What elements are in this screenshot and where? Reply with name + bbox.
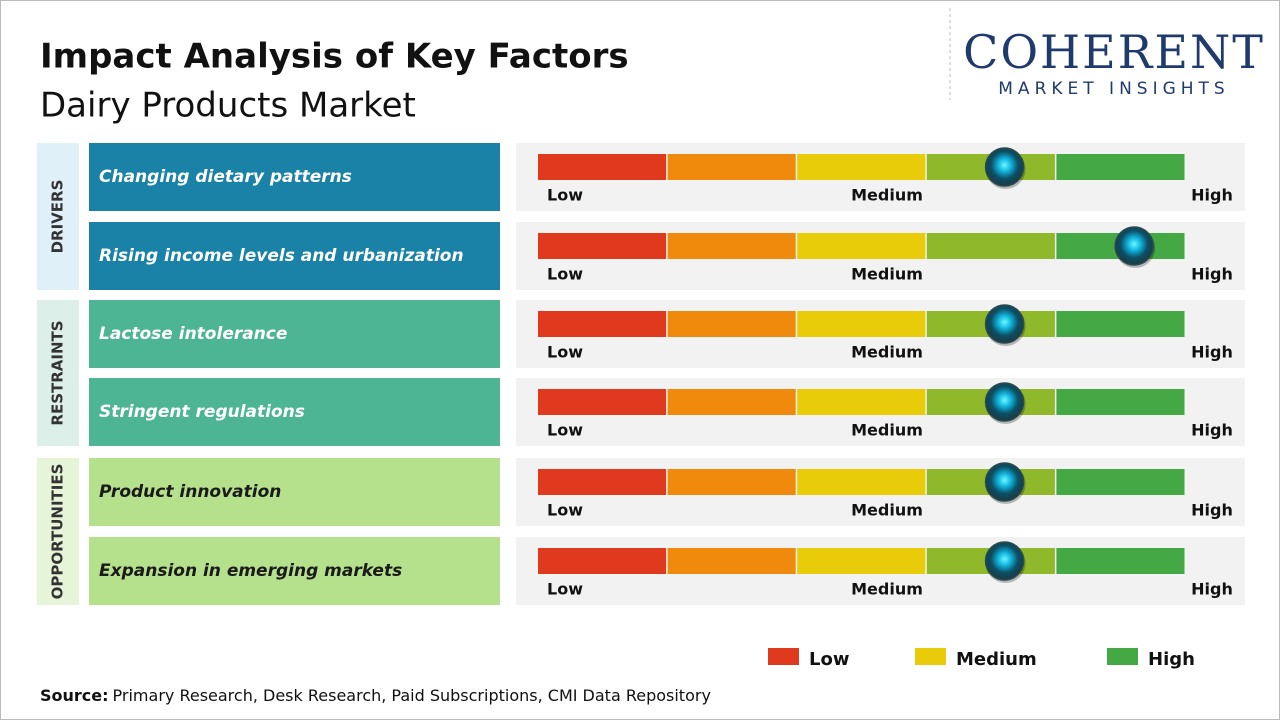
scale-label: Medium	[851, 421, 923, 440]
factor-box	[89, 458, 500, 526]
knob	[984, 462, 1025, 502]
meter-segment	[667, 233, 796, 259]
knob	[984, 541, 1025, 581]
meter-segment	[538, 311, 667, 337]
meter-segment	[538, 389, 667, 415]
title: Impact Analysis of Key Factors	[40, 37, 629, 77]
factor-box	[89, 300, 500, 368]
subtitle: Dairy Products Market	[40, 86, 416, 126]
meter-segment	[667, 154, 796, 180]
factor-box	[89, 222, 500, 290]
scale-label: High	[1191, 265, 1233, 284]
meter-segment	[538, 469, 667, 495]
impact-knob	[984, 382, 1026, 424]
scale-label: Medium	[851, 501, 923, 520]
legend-label: Low	[809, 649, 849, 670]
meter-segment	[538, 548, 667, 574]
meter-segment	[797, 469, 926, 495]
group-label: RESTRAINTS	[49, 320, 67, 425]
scale-label: High	[1191, 421, 1233, 440]
factor-label: Lactose intolerance	[99, 324, 287, 344]
source-text: Primary Research, Desk Research, Paid Su…	[113, 686, 711, 705]
meter-segment	[1056, 389, 1185, 415]
logo-tagline: MARKET INSIGHTS	[998, 79, 1229, 99]
meter-segment	[1056, 548, 1185, 574]
factor-label: Stringent regulations	[99, 402, 305, 422]
logo-name: COHERENT	[963, 25, 1265, 79]
content: DRIVERS Changing dietary patterns Low Mediu…	[37, 143, 1245, 670]
factor-box	[89, 537, 500, 605]
scale-label: High	[1191, 580, 1233, 599]
meter-segment	[538, 154, 667, 180]
legend-swatch	[768, 648, 799, 665]
scale-label: Low	[547, 186, 583, 205]
legend-label: High	[1148, 649, 1195, 670]
factor-box	[89, 378, 500, 446]
factor-label: Product innovation	[99, 482, 281, 502]
group-label: DRIVERS	[49, 180, 67, 254]
factor-label: Rising income levels and urbanization	[99, 246, 464, 266]
factor-box	[89, 143, 500, 211]
meter-segment	[797, 233, 926, 259]
impact-knob	[984, 462, 1026, 504]
meter-segment	[797, 311, 926, 337]
scale-label: Medium	[851, 265, 923, 284]
impact-knob	[984, 147, 1026, 189]
knob	[984, 304, 1025, 344]
scale-label: Low	[547, 343, 583, 362]
scale-label: Low	[547, 580, 583, 599]
meter-segment	[926, 233, 1055, 259]
meter-segment	[667, 311, 796, 337]
scale-label: High	[1191, 343, 1233, 362]
meter-segment	[538, 233, 667, 259]
knob	[984, 147, 1025, 187]
meter-segment	[1056, 311, 1185, 337]
impact-knob	[984, 304, 1026, 346]
scale-label: Medium	[851, 343, 923, 362]
scale-label: High	[1191, 501, 1233, 520]
scale-label: Low	[547, 265, 583, 284]
group-band	[37, 458, 79, 605]
knob	[1114, 226, 1154, 266]
impact-knob	[984, 541, 1026, 583]
scale-label: Low	[547, 501, 583, 520]
legend-swatch	[915, 648, 946, 665]
group-band	[37, 300, 79, 446]
meter-segment	[667, 548, 796, 574]
factor-label: Changing dietary patterns	[99, 167, 352, 187]
meter-segment	[797, 548, 926, 574]
source-label: Source:	[40, 686, 109, 705]
scale-label: Low	[547, 421, 583, 440]
group-band	[37, 143, 79, 290]
meter-segment	[1056, 469, 1185, 495]
legend-swatch	[1107, 648, 1138, 665]
impact-knob	[1114, 226, 1156, 268]
meter-segment	[667, 389, 796, 415]
scale-label: High	[1191, 186, 1233, 205]
factor-label: Expansion in emerging markets	[99, 561, 402, 581]
legend-label: Medium	[956, 649, 1037, 670]
scale-label: Medium	[851, 186, 923, 205]
meter-segment	[667, 469, 796, 495]
group-label: OPPORTUNITIES	[49, 464, 67, 600]
knob	[984, 382, 1025, 422]
source: Source: Primary Research, Desk Research, …	[40, 686, 711, 705]
meter-segment	[797, 154, 926, 180]
scale-label: Medium	[851, 580, 923, 599]
meter-segment	[797, 389, 926, 415]
meter-segment	[1056, 154, 1185, 180]
